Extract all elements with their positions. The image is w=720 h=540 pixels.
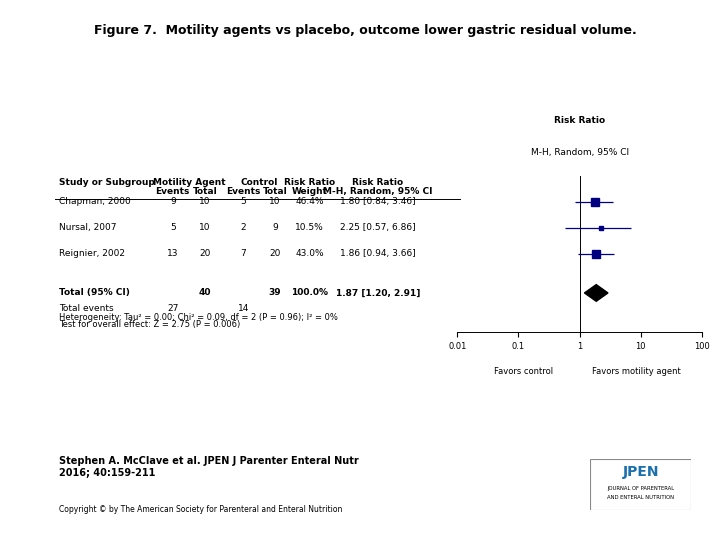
Text: Events: Events (226, 187, 261, 196)
Text: 39: 39 (269, 288, 282, 298)
Text: 10: 10 (199, 197, 211, 206)
Text: 10: 10 (199, 223, 211, 232)
Text: 46.4%: 46.4% (295, 197, 324, 206)
Text: Risk Ratio: Risk Ratio (284, 178, 336, 187)
Text: JPEN: JPEN (623, 465, 659, 479)
Text: M-H, Random, 95% CI: M-H, Random, 95% CI (323, 187, 433, 196)
Text: Test for overall effect: Z = 2.75 (P = 0.006): Test for overall effect: Z = 2.75 (P = 0… (59, 320, 240, 329)
Text: Favors motility agent: Favors motility agent (592, 367, 680, 375)
Text: Stephen A. McClave et al. JPEN J Parenter Enteral Nutr
2016; 40:159-211: Stephen A. McClave et al. JPEN J Parente… (59, 456, 359, 478)
Text: Total events: Total events (59, 304, 114, 313)
Text: Total: Total (193, 187, 217, 196)
Text: Study or Subgroup: Study or Subgroup (59, 178, 155, 187)
Text: Reignier, 2002: Reignier, 2002 (59, 249, 125, 258)
Text: 7: 7 (240, 249, 246, 258)
Text: Control: Control (240, 178, 278, 187)
Text: Copyright © by The American Society for Parenteral and Enteral Nutrition: Copyright © by The American Society for … (59, 505, 343, 514)
Text: Motility Agent: Motility Agent (153, 178, 225, 187)
Text: Chapman, 2000: Chapman, 2000 (59, 197, 131, 206)
Text: 1.86 [0.94, 3.66]: 1.86 [0.94, 3.66] (340, 249, 416, 258)
Text: Risk Ratio: Risk Ratio (352, 178, 404, 187)
Text: 20: 20 (269, 249, 281, 258)
Text: 9: 9 (272, 223, 278, 232)
Text: Risk Ratio: Risk Ratio (554, 117, 606, 125)
Text: 13: 13 (167, 249, 179, 258)
Text: Total (95% CI): Total (95% CI) (59, 288, 130, 298)
Text: 100.0%: 100.0% (291, 288, 328, 298)
Text: 40: 40 (199, 288, 212, 298)
Text: 1.87 [1.20, 2.91]: 1.87 [1.20, 2.91] (336, 288, 420, 298)
Polygon shape (585, 285, 608, 301)
Text: 2: 2 (240, 223, 246, 232)
Text: 1.80 [0.84, 3.46]: 1.80 [0.84, 3.46] (340, 197, 416, 206)
Text: JOURNAL OF PARENTERAL: JOURNAL OF PARENTERAL (607, 486, 675, 491)
Text: 2.25 [0.57, 6.86]: 2.25 [0.57, 6.86] (340, 223, 416, 232)
Text: 27: 27 (167, 304, 179, 313)
Text: Total: Total (263, 187, 287, 196)
Text: M-H, Random, 95% CI: M-H, Random, 95% CI (531, 148, 629, 157)
Text: Favors control: Favors control (494, 367, 553, 375)
Text: 43.0%: 43.0% (295, 249, 324, 258)
Text: Heterogeneity: Tau² = 0.00; Chi² = 0.09, df = 2 (P = 0.96); I² = 0%: Heterogeneity: Tau² = 0.00; Chi² = 0.09,… (59, 313, 338, 322)
Text: Nursal, 2007: Nursal, 2007 (59, 223, 117, 232)
Text: Figure 7.  Motility agents vs placebo, outcome lower gastric residual volume.: Figure 7. Motility agents vs placebo, ou… (94, 24, 636, 37)
Text: 5: 5 (240, 197, 246, 206)
Text: AND ENTERAL NUTRITION: AND ENTERAL NUTRITION (607, 496, 675, 501)
Text: Events: Events (156, 187, 190, 196)
Text: 5: 5 (170, 223, 176, 232)
Text: 10.5%: 10.5% (295, 223, 324, 232)
Text: Weight: Weight (292, 187, 328, 196)
Text: 14: 14 (238, 304, 249, 313)
Text: 10: 10 (269, 197, 281, 206)
Text: 9: 9 (170, 197, 176, 206)
Text: 20: 20 (199, 249, 211, 258)
